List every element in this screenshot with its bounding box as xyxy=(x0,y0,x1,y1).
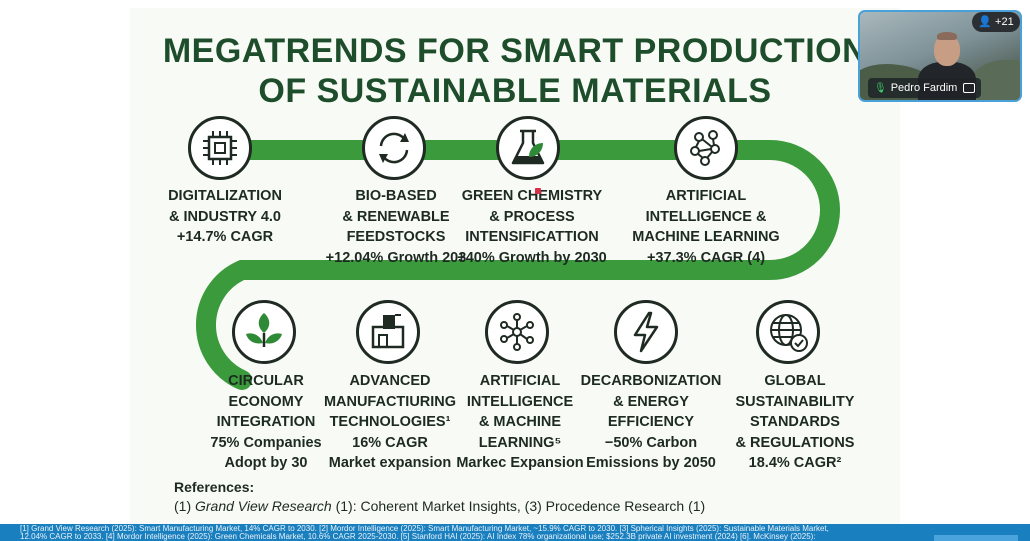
lightning-icon xyxy=(614,300,678,364)
trend-label-artificial-intelligence-1: ARTIFICIAL INTELLIGENCE & MACHINE LEARNI… xyxy=(632,188,780,266)
trend-label-digitalization: DIGITALIZATION & INDUSTRY 4.0 +14.7% CAG… xyxy=(168,188,282,245)
microphone-icon: 🎙 xyxy=(874,83,887,94)
trend-label-advanced-manufacturing: ADVANCED MANUFACTIURING TECHNOLOGIES¹ 16… xyxy=(323,373,457,471)
references-text: (1) Grand View Research (1): Coherent Ma… xyxy=(174,498,706,514)
neural-network-icon xyxy=(674,116,738,180)
chip-icon xyxy=(188,116,252,180)
network-nodes-icon xyxy=(485,300,549,364)
footer-line-2: 12.04% CAGR to 2033. [4] Mordor Intellig… xyxy=(20,532,816,541)
footer-references-bar: [1] Grand View Research (2025): Smart Ma… xyxy=(0,524,1030,541)
sprout-icon xyxy=(232,300,296,364)
participants-count-button[interactable]: 👤 +21 xyxy=(972,12,1020,32)
globe-check-icon xyxy=(756,300,820,364)
references-heading: References: xyxy=(174,479,255,495)
footer-line-1: [1] Grand View Research (2025): Smart Ma… xyxy=(20,524,829,533)
flask-leaf-icon xyxy=(496,116,560,180)
references: References: (1) Grand View Research (1):… xyxy=(174,478,705,516)
machine-icon xyxy=(356,300,420,364)
slide-title-line-2: OF SUSTAINABLE MATERIALS xyxy=(258,72,772,110)
person-icon: 👤 xyxy=(978,16,992,28)
trend-label-artificial-intelligence-2: ARTIFICIAL INTELLIGENCE & MACHINE LEARNI… xyxy=(456,373,584,471)
laser-pointer-dot xyxy=(535,188,541,194)
slide-title-line-1: MEGATRENDS FOR SMART PRODUCTION xyxy=(162,32,868,70)
footer-scroll-indicator xyxy=(934,535,1018,541)
recycle-arrows-icon xyxy=(362,116,426,180)
green-path-connector xyxy=(195,140,840,390)
trend-label-decarbonization: DECARBONIZATION & ENERGY EFFICIENCY −50%… xyxy=(580,373,722,471)
trend-label-green-chemistry: GREEN CHEMISTRY & PROCESS INTENSIFICATTI… xyxy=(457,188,607,266)
trend-label-circular-economy: CIRCULAR ECONOMY INTEGRATION 75% Compani… xyxy=(210,373,322,471)
trend-label-global-sustainability: GLOBAL SUSTAINABILITY STANDARDS & REGULA… xyxy=(735,373,855,471)
participant-name-tag: 🎙 Pedro Fardim xyxy=(868,78,982,98)
screen-share-icon xyxy=(963,83,976,94)
trend-label-bio-based: BIO-BASED & RENEWABLE FEEDSTOCKS +12.04%… xyxy=(325,188,467,266)
presentation-slide: MEGATRENDS FOR SMART PRODUCTION OF SUSTA… xyxy=(130,8,900,528)
